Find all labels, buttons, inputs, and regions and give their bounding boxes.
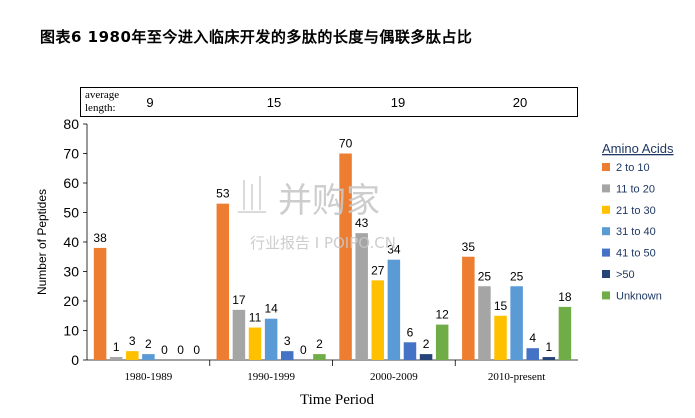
bar-21-to-30 (371, 280, 385, 360)
y-tick-label: 30 (63, 264, 79, 280)
legend-swatch-50 (602, 270, 610, 278)
bar-31-to-40 (264, 318, 278, 360)
y-tick-label: 60 (63, 175, 79, 191)
y-tick-label: 10 (63, 323, 79, 339)
bar-31-to-40 (142, 354, 155, 360)
bar-50 (419, 354, 433, 360)
data-label: 25 (510, 269, 524, 283)
data-label: 11 (249, 311, 262, 325)
legend-title: Amino Acids (602, 141, 674, 156)
bar-11-to-20 (232, 309, 246, 360)
data-label: 38 (93, 231, 107, 245)
data-label: 18 (558, 290, 572, 304)
data-label: 6 (407, 325, 414, 339)
legend-label-2-to-10: 2 to 10 (616, 162, 650, 174)
x-tick-label: 1980-1989 (125, 371, 173, 383)
legend-swatch-2-to-10 (602, 163, 610, 171)
average-length-2010s: 20 (512, 95, 528, 110)
data-label: 53 (216, 187, 230, 201)
bar-41-to-50 (280, 351, 294, 360)
legend-swatch-unknown (602, 291, 610, 300)
y-tick-label: 50 (63, 205, 79, 221)
average-length-box: average length: 9 15 19 20 (80, 87, 578, 117)
y-tick-label: 70 (63, 146, 79, 162)
bar-41-to-50 (403, 342, 417, 360)
data-label: 2 (145, 337, 152, 351)
legend-label-50: >50 (616, 269, 635, 281)
bar-unknown (558, 306, 572, 360)
x-tick-label: 2000-2009 (370, 371, 418, 383)
y-tick-label: 40 (63, 234, 79, 250)
data-label: 34 (387, 243, 401, 257)
data-label: 1 (545, 340, 552, 354)
bar-21-to-30 (126, 351, 139, 360)
average-length-label: average length: (85, 89, 119, 115)
bar-31-to-40 (510, 286, 523, 360)
chart-title: 图表6 1980年至今进入临床开发的多肽的长度与偶联多肽占比 (40, 28, 473, 46)
data-label: 17 (232, 293, 246, 307)
legend-swatch-11-to-20 (602, 184, 610, 193)
legend-label-unknown: Unknown (616, 290, 662, 302)
bar-21-to-30 (248, 327, 262, 360)
legend-label-31-to-40: 31 to 40 (616, 226, 656, 238)
bar-50 (542, 357, 556, 360)
data-label: 43 (355, 216, 369, 230)
data-label: 0 (161, 343, 168, 357)
bar-2-to-10 (462, 256, 475, 360)
data-label: 35 (462, 240, 476, 254)
data-label: 25 (478, 269, 492, 283)
average-length-label-line1: average (85, 89, 120, 101)
bar-41-to-50 (526, 348, 539, 360)
data-label: 0 (193, 343, 200, 357)
data-label: 4 (529, 331, 536, 345)
data-label: 15 (494, 299, 508, 313)
data-label: 3 (284, 334, 291, 348)
data-label: 14 (264, 302, 278, 316)
data-label: 0 (300, 343, 307, 357)
x-tick-label: 1990-1999 (247, 371, 295, 383)
y-tick-label: 0 (71, 352, 79, 368)
data-label: 2 (423, 337, 430, 351)
legend-swatch-31-to-40 (602, 227, 610, 236)
data-label: 70 (339, 137, 353, 151)
data-label: 0 (177, 343, 184, 357)
y-tick-label: 80 (63, 116, 79, 132)
data-label: 2 (316, 337, 323, 351)
x-tick-label: 2010-present (488, 371, 545, 383)
bar-unknown (435, 324, 449, 360)
data-label: 27 (371, 263, 385, 277)
average-length-2000s: 19 (390, 95, 406, 110)
bar-2-to-10 (216, 203, 230, 360)
bar-31-to-40 (387, 259, 401, 360)
x-axis-title: Time Period (300, 392, 375, 408)
average-length-label-line2: length: (85, 102, 116, 114)
legend-label-41-to-50: 41 to 50 (616, 248, 656, 260)
y-axis-title: Number of Peptides (35, 189, 49, 295)
bar-11-to-20 (478, 286, 491, 360)
bar-11-to-20 (355, 233, 368, 360)
bar-2-to-10 (93, 247, 107, 360)
average-length-1990s: 15 (266, 95, 282, 110)
bar-2-to-10 (339, 153, 352, 360)
y-tick-label: 20 (63, 293, 79, 309)
data-label: 1 (113, 340, 120, 354)
legend-swatch-41-to-50 (602, 248, 610, 257)
legend-label-11-to-20: 11 to 20 (616, 183, 655, 195)
data-label: 12 (435, 308, 449, 322)
data-label: 3 (129, 334, 136, 348)
average-length-1980s: 9 (146, 95, 154, 110)
legend-label-21-to-30: 21 to 30 (616, 205, 656, 217)
bar-11-to-20 (109, 357, 123, 360)
bar-unknown (313, 354, 326, 360)
legend-swatch-21-to-30 (602, 205, 610, 214)
bar-21-to-30 (494, 315, 507, 360)
